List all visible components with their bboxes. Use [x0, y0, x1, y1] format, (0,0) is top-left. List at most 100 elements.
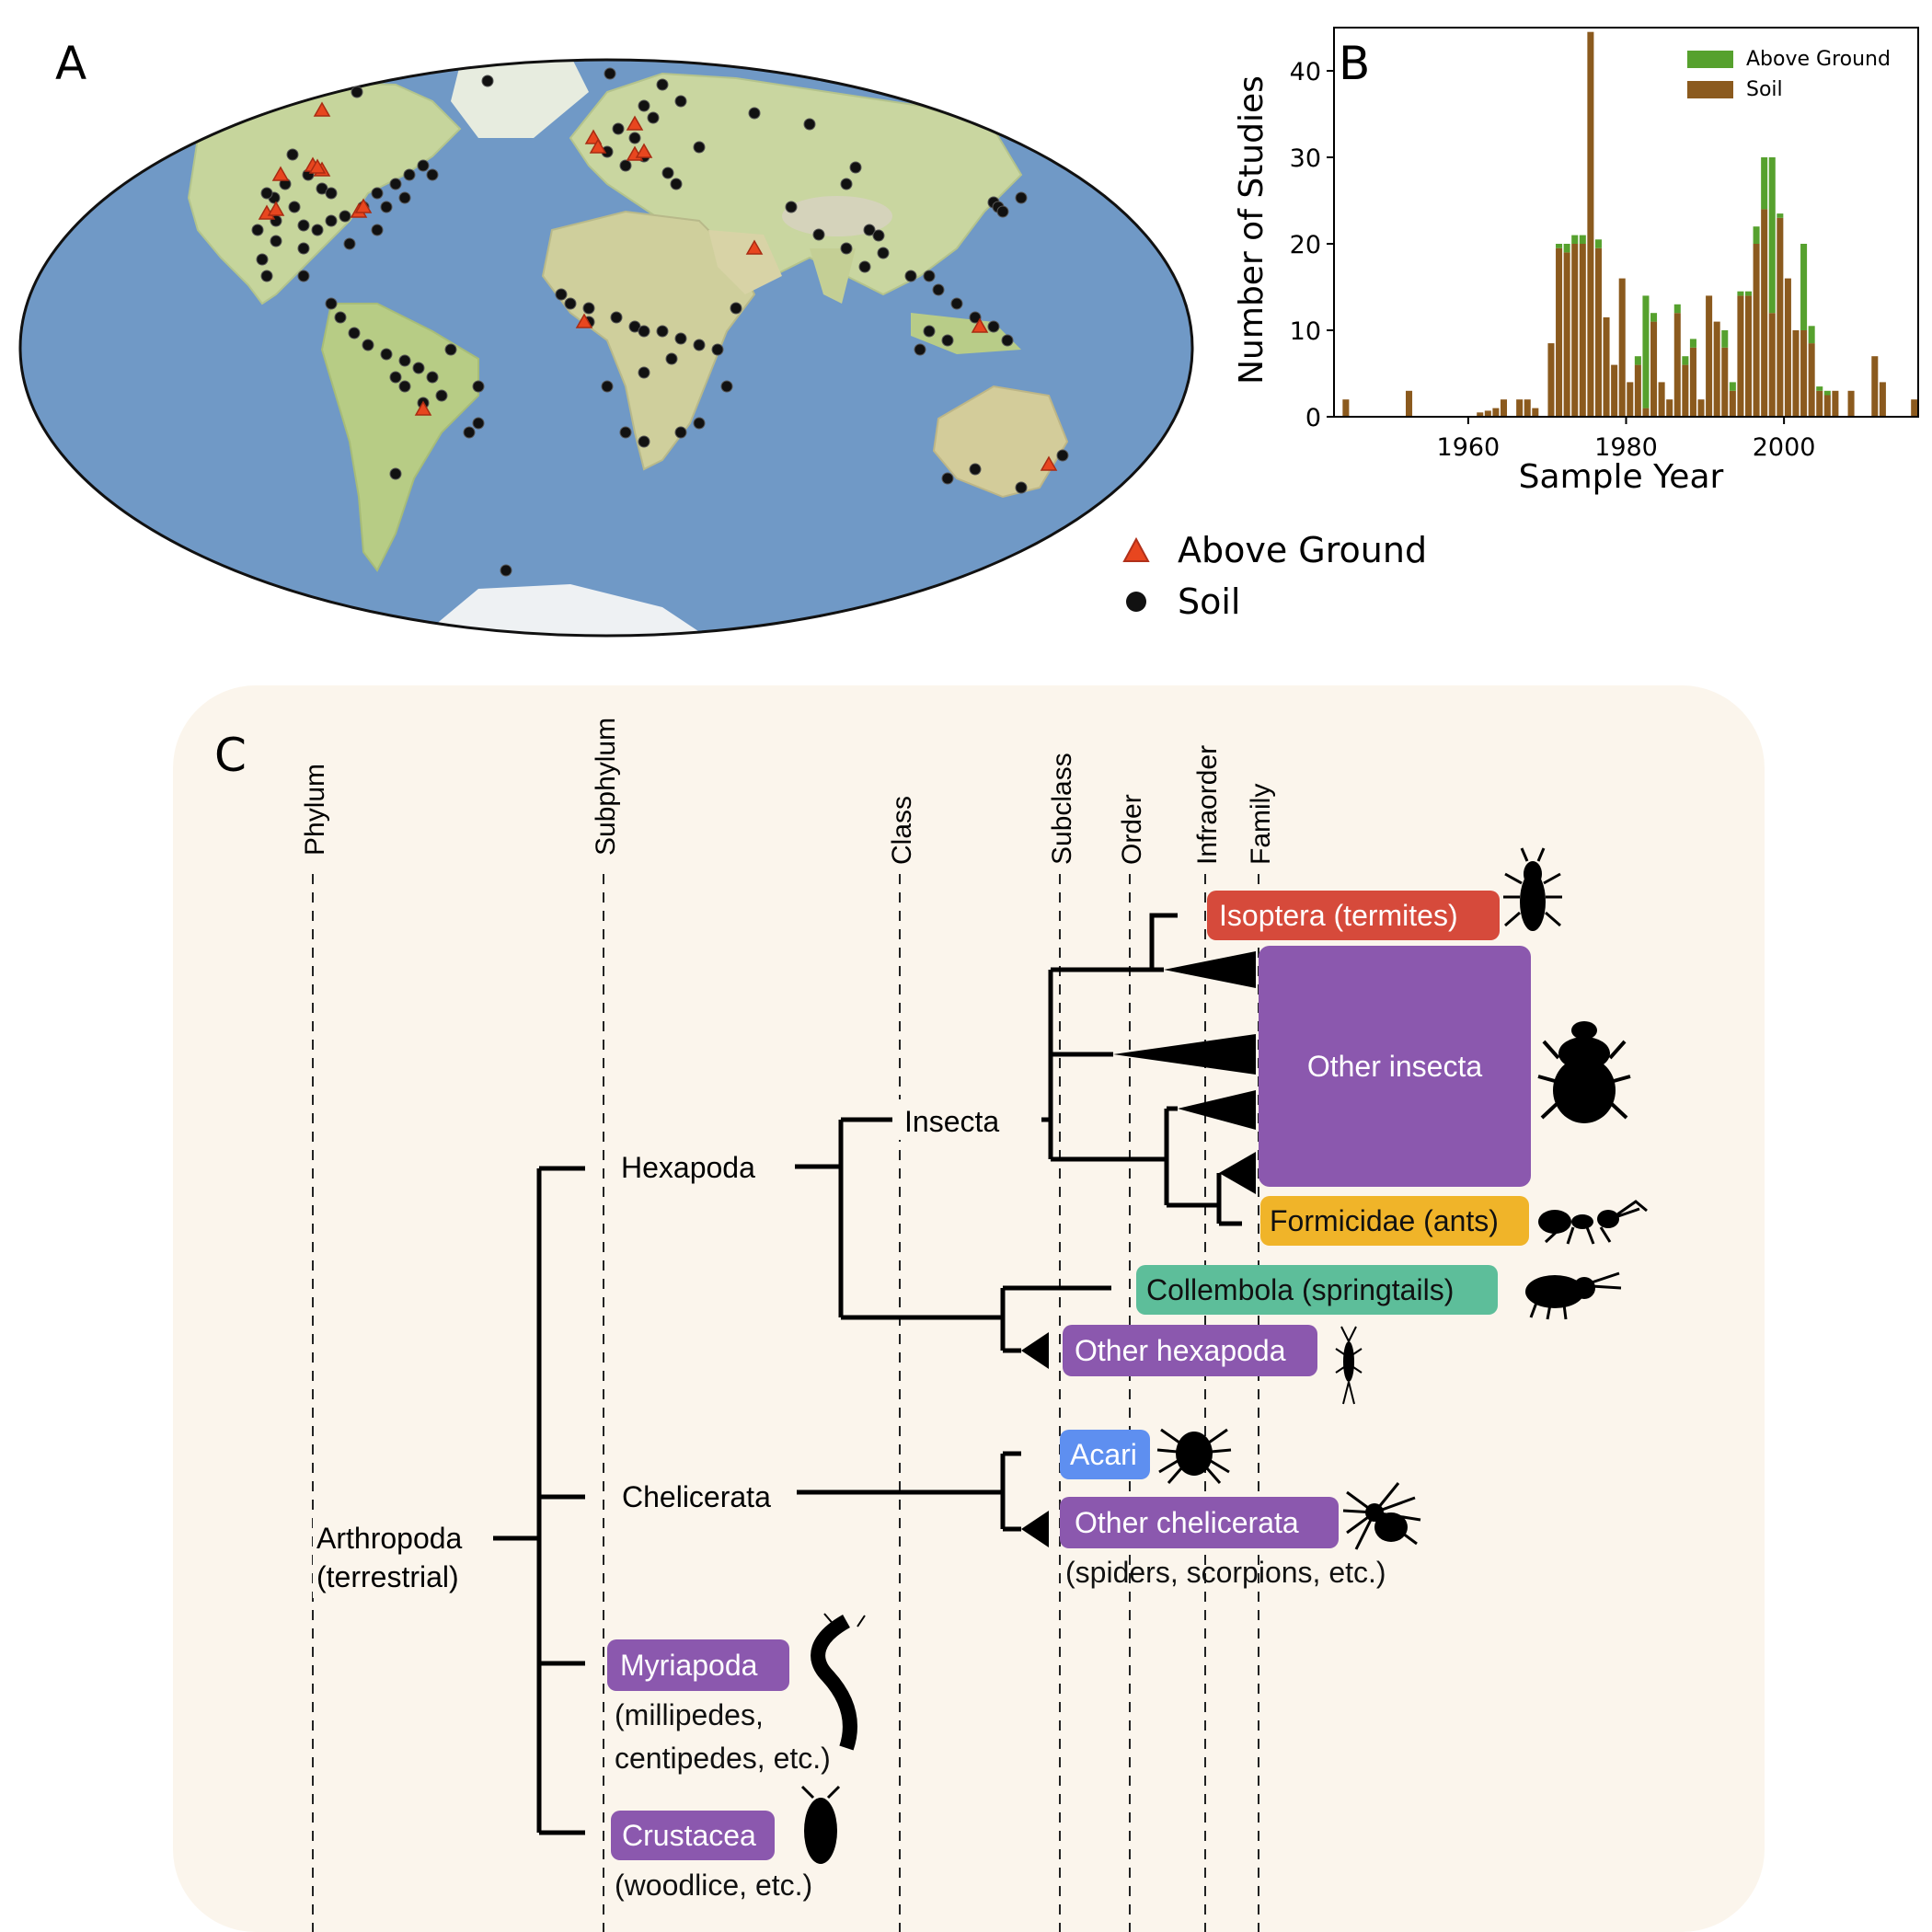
bar-above-ground-1981 — [1634, 356, 1641, 365]
soil-site-marker — [260, 270, 273, 282]
soil-site-marker — [969, 463, 982, 476]
soil-site-marker — [941, 334, 954, 347]
collapsed-clades — [1021, 951, 1256, 1547]
soil-site-marker — [371, 224, 384, 236]
x-tick-label-1980: 1980 — [1594, 433, 1658, 462]
bar-soil-2016 — [1911, 399, 1918, 417]
bar-soil-1992 — [1721, 347, 1729, 417]
bar-soil-1991 — [1713, 321, 1720, 417]
leaf-myriapoda-note-2: centipedes, etc.) — [615, 1742, 831, 1775]
bar-above-ground-1998 — [1768, 157, 1776, 314]
bar-soil-1994 — [1737, 295, 1744, 417]
leaf-myriapoda: Myriapoda — [620, 1649, 758, 1682]
termite-icon — [1503, 847, 1562, 931]
node-chelicerata: Chelicerata — [622, 1480, 771, 1513]
soil-site-marker — [904, 270, 917, 282]
soil-site-marker — [601, 380, 614, 393]
soil-site-marker — [389, 178, 402, 190]
soil-site-marker — [1056, 449, 1069, 462]
rank-order: Order — [1117, 794, 1147, 865]
bar-soil-2011 — [1871, 356, 1879, 417]
bar-soil-1988 — [1689, 347, 1696, 417]
bar-above-ground-2005 — [1823, 390, 1831, 396]
bar-soil-1971 — [1556, 247, 1563, 417]
bar-soil-1970 — [1547, 343, 1555, 417]
rank-subphylum: Subphylum — [591, 718, 621, 856]
soil-site-marker — [426, 371, 439, 384]
soil-site-marker — [647, 111, 660, 124]
soil-site-marker — [555, 288, 568, 301]
soil-site-marker — [500, 564, 512, 577]
springtail-icon — [1525, 1271, 1622, 1320]
leaf-box-formicidae — [1260, 1196, 1529, 1246]
soil-site-marker — [638, 366, 650, 379]
map-markers — [251, 67, 1069, 577]
soil-site-marker — [288, 201, 301, 213]
soil-site-marker — [877, 247, 890, 259]
landmass-antarctica — [423, 584, 718, 636]
above-ground-site-marker — [745, 239, 764, 255]
bar-soil-2006 — [1832, 390, 1839, 417]
soil-site-marker — [840, 242, 853, 255]
bar-soil-1996 — [1753, 244, 1760, 417]
bar-above-ground-1994 — [1737, 291, 1744, 296]
centipede-icon — [811, 1613, 866, 1751]
bar-above-ground-1982 — [1642, 295, 1650, 408]
bar-soil-1999 — [1777, 217, 1784, 417]
bar-above-ground-1986 — [1673, 304, 1681, 314]
bar-soil-2001 — [1792, 330, 1800, 417]
soil-site-marker — [693, 417, 706, 430]
landmass-australia — [932, 385, 1069, 499]
circle-marker-icon — [1095, 588, 1178, 615]
soil-site-marker — [661, 167, 674, 179]
soil-site-marker — [628, 132, 641, 144]
legend-soil-label: Soil — [1178, 581, 1241, 622]
bar-soil-1967 — [1524, 399, 1531, 417]
soil-site-marker — [619, 426, 632, 439]
bar-soil-1989 — [1697, 399, 1705, 417]
soil-site-marker — [996, 205, 1009, 218]
soil-site-marker — [472, 417, 485, 430]
bar-soil-1990 — [1706, 295, 1713, 417]
soil-site-marker — [665, 352, 678, 365]
soil-site-marker — [371, 187, 384, 200]
bar-soil-1983 — [1650, 321, 1658, 417]
soil-site-marker — [872, 229, 885, 242]
above-ground-site-marker — [354, 198, 373, 213]
leaf-box-other-insecta — [1259, 946, 1531, 1187]
bar-soil-1964 — [1500, 399, 1508, 417]
leaf-box-isoptera — [1207, 891, 1500, 940]
soil-site-marker — [582, 302, 595, 315]
soil-site-marker — [325, 214, 338, 227]
node-labels: Arthropoda (terrestrial) Hexapoda Insect… — [313, 1099, 1041, 1598]
beetle-icon — [1537, 1021, 1631, 1123]
leaf-box-acari — [1060, 1430, 1150, 1479]
tree-branches — [493, 913, 1242, 1835]
bar-soil-2005 — [1823, 395, 1831, 417]
bar-above-ground-2003 — [1808, 326, 1815, 344]
bar-soil-1963 — [1492, 408, 1500, 417]
bar-above-ground-1974 — [1579, 235, 1586, 244]
soil-site-marker — [812, 228, 825, 241]
soil-site-marker — [950, 297, 963, 310]
spider-icon — [1342, 1482, 1421, 1550]
bar-soil-1987 — [1682, 364, 1689, 417]
soil-site-marker — [785, 201, 798, 213]
bar-soil-1968 — [1532, 408, 1539, 417]
bar-soil-1972 — [1563, 252, 1570, 417]
panel-label-b: B — [1339, 37, 1371, 90]
rank-guides: Phylum Subphylum Class Subclass Order In… — [300, 718, 1276, 1932]
panel-label-c: C — [214, 729, 247, 782]
bar-soil-1995 — [1744, 295, 1753, 417]
bar-soil-1982 — [1642, 408, 1650, 417]
bar-above-ground-1993 — [1729, 382, 1736, 391]
leaf-box-crustacea — [611, 1811, 775, 1860]
leaf-box-other-hexapoda — [1063, 1325, 1317, 1376]
soil-site-marker — [693, 141, 706, 154]
above-ground-site-marker — [414, 400, 432, 416]
bar-soil-1962 — [1484, 410, 1491, 417]
bar-soil-2012 — [1879, 382, 1886, 417]
ant-icon — [1538, 1200, 1648, 1245]
rank-phylum: Phylum — [300, 764, 330, 856]
